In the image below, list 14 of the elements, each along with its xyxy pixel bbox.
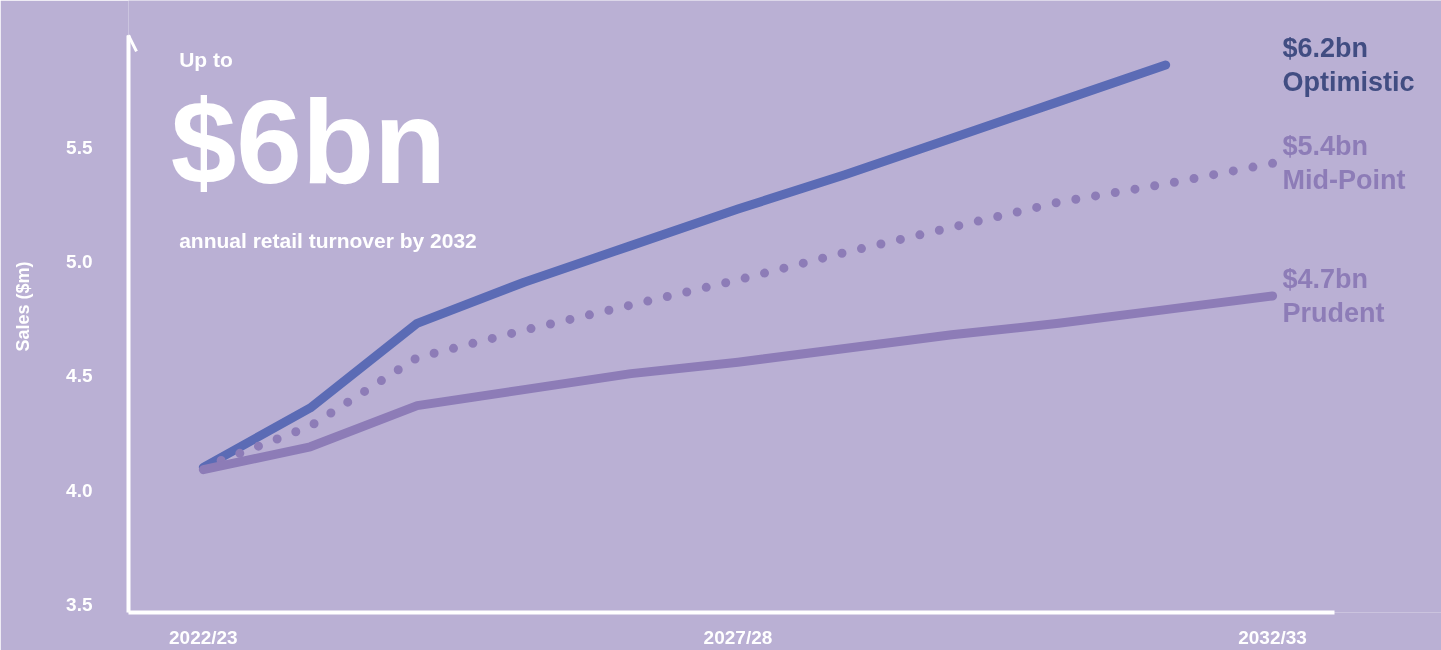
text: Optimistic bbox=[1282, 67, 1415, 98]
annotation: annual retail turnover by 2032 bbox=[179, 229, 477, 253]
x-tick-label: 2032/33 bbox=[1238, 626, 1307, 648]
y-tick-label: 5.0 bbox=[66, 251, 93, 273]
x-tick-label: 2022/23 bbox=[169, 626, 238, 648]
annotation: Up to bbox=[179, 47, 233, 71]
y-tick-label: 5.5 bbox=[66, 136, 93, 158]
y-tick-label: 4.0 bbox=[66, 479, 93, 501]
chart-title: $6bn bbox=[170, 76, 447, 209]
x-tick-label: 2027/28 bbox=[703, 626, 773, 648]
y-tick-label: 3.5 bbox=[66, 594, 93, 615]
y-axis-title: Sales ($m) bbox=[13, 261, 34, 352]
annotation: $6.2bn bbox=[1282, 33, 1369, 64]
y-tick-label: 4.5 bbox=[66, 365, 93, 387]
